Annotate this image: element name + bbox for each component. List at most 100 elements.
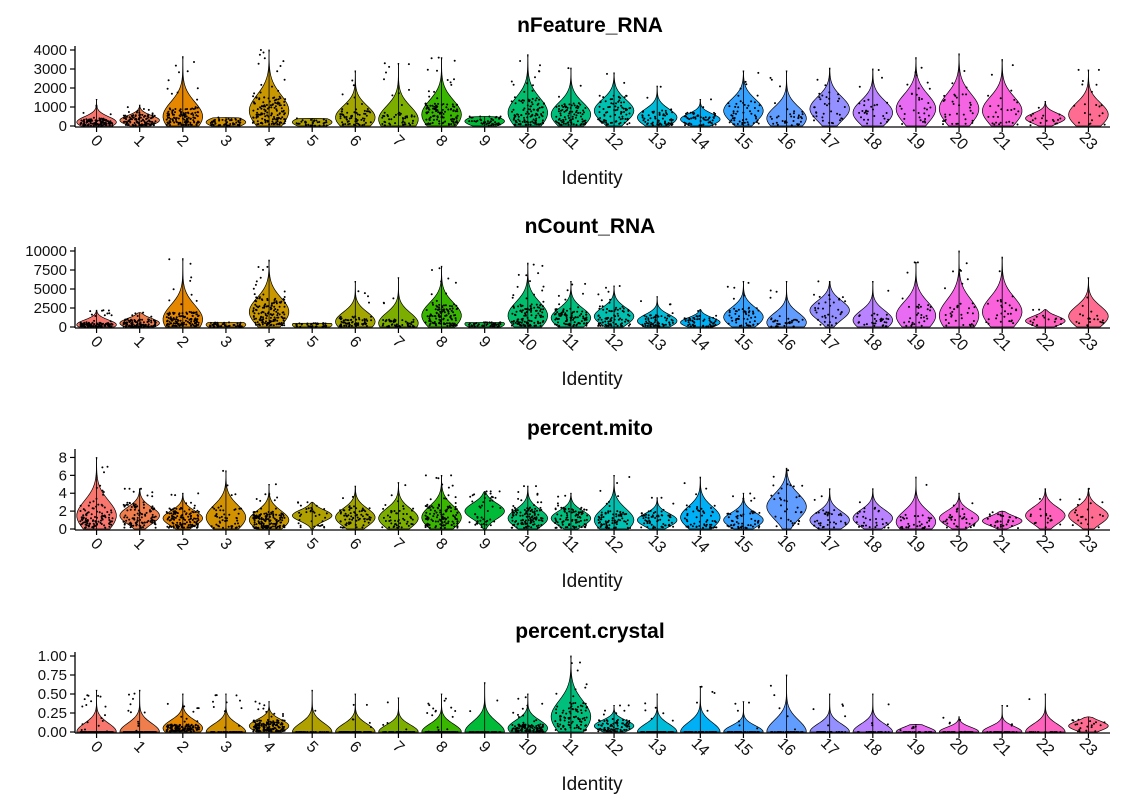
point xyxy=(196,115,199,118)
point xyxy=(754,523,756,526)
point xyxy=(628,476,631,478)
point xyxy=(597,118,600,121)
point xyxy=(972,324,975,327)
point xyxy=(581,113,584,116)
point xyxy=(498,490,501,493)
point xyxy=(828,102,831,105)
point xyxy=(538,519,540,522)
point xyxy=(367,521,370,524)
point xyxy=(927,114,930,117)
point xyxy=(1054,318,1057,321)
point xyxy=(411,518,414,521)
points-8 xyxy=(424,267,459,327)
point xyxy=(229,123,232,125)
point xyxy=(323,508,326,510)
point xyxy=(648,320,651,323)
point xyxy=(541,520,544,522)
point xyxy=(600,318,603,321)
point xyxy=(1102,322,1105,324)
point xyxy=(879,122,882,125)
point xyxy=(82,124,85,127)
point xyxy=(151,505,154,508)
point xyxy=(702,324,705,327)
point xyxy=(985,321,988,324)
point xyxy=(183,510,186,513)
point xyxy=(749,110,751,113)
point xyxy=(687,321,690,324)
point xyxy=(413,115,416,118)
point xyxy=(863,104,866,107)
point xyxy=(428,526,431,529)
point xyxy=(776,123,779,126)
point xyxy=(252,95,255,98)
point xyxy=(541,264,544,267)
point xyxy=(382,507,385,510)
point xyxy=(693,324,696,327)
point xyxy=(709,525,712,528)
point xyxy=(485,123,488,126)
point xyxy=(696,506,699,508)
point xyxy=(520,311,523,313)
point xyxy=(254,308,257,311)
point xyxy=(863,118,865,121)
point xyxy=(839,520,842,523)
point xyxy=(1095,104,1098,106)
point xyxy=(262,268,264,271)
x-tick-label: 16 xyxy=(774,129,799,154)
point xyxy=(150,319,153,322)
point xyxy=(624,118,627,120)
point xyxy=(1083,103,1086,106)
point xyxy=(438,122,441,125)
point xyxy=(561,104,563,107)
point xyxy=(389,123,392,126)
point xyxy=(529,519,532,522)
point xyxy=(531,120,534,123)
point xyxy=(497,124,500,126)
point xyxy=(915,313,918,316)
point xyxy=(348,325,351,328)
point xyxy=(169,316,172,319)
point xyxy=(616,108,619,111)
point xyxy=(971,121,974,124)
points-11 xyxy=(554,494,589,529)
point xyxy=(253,92,256,95)
point xyxy=(449,307,451,310)
point xyxy=(456,108,458,111)
point xyxy=(526,116,529,119)
point xyxy=(770,78,773,81)
point xyxy=(863,521,865,524)
points-7 xyxy=(381,62,416,127)
point xyxy=(150,321,153,324)
point xyxy=(145,511,148,514)
point xyxy=(998,270,1001,273)
point xyxy=(798,495,801,498)
point xyxy=(412,119,414,122)
point xyxy=(612,102,615,105)
point xyxy=(527,509,529,512)
point xyxy=(750,100,753,103)
point xyxy=(961,93,964,96)
point xyxy=(84,521,87,524)
point xyxy=(494,496,497,499)
point xyxy=(430,57,433,60)
point xyxy=(402,123,404,126)
point xyxy=(217,506,220,509)
point xyxy=(606,525,609,528)
point xyxy=(525,120,528,123)
point xyxy=(168,320,171,323)
point xyxy=(511,510,514,512)
point xyxy=(103,524,106,527)
point xyxy=(574,510,577,513)
point xyxy=(1010,320,1013,323)
point xyxy=(582,317,585,320)
point xyxy=(428,108,431,111)
point xyxy=(929,306,932,308)
point xyxy=(269,527,272,529)
point xyxy=(510,100,513,103)
point xyxy=(488,115,491,118)
point xyxy=(525,525,528,528)
points-12 xyxy=(597,476,632,529)
point xyxy=(650,496,653,499)
point xyxy=(260,513,262,516)
